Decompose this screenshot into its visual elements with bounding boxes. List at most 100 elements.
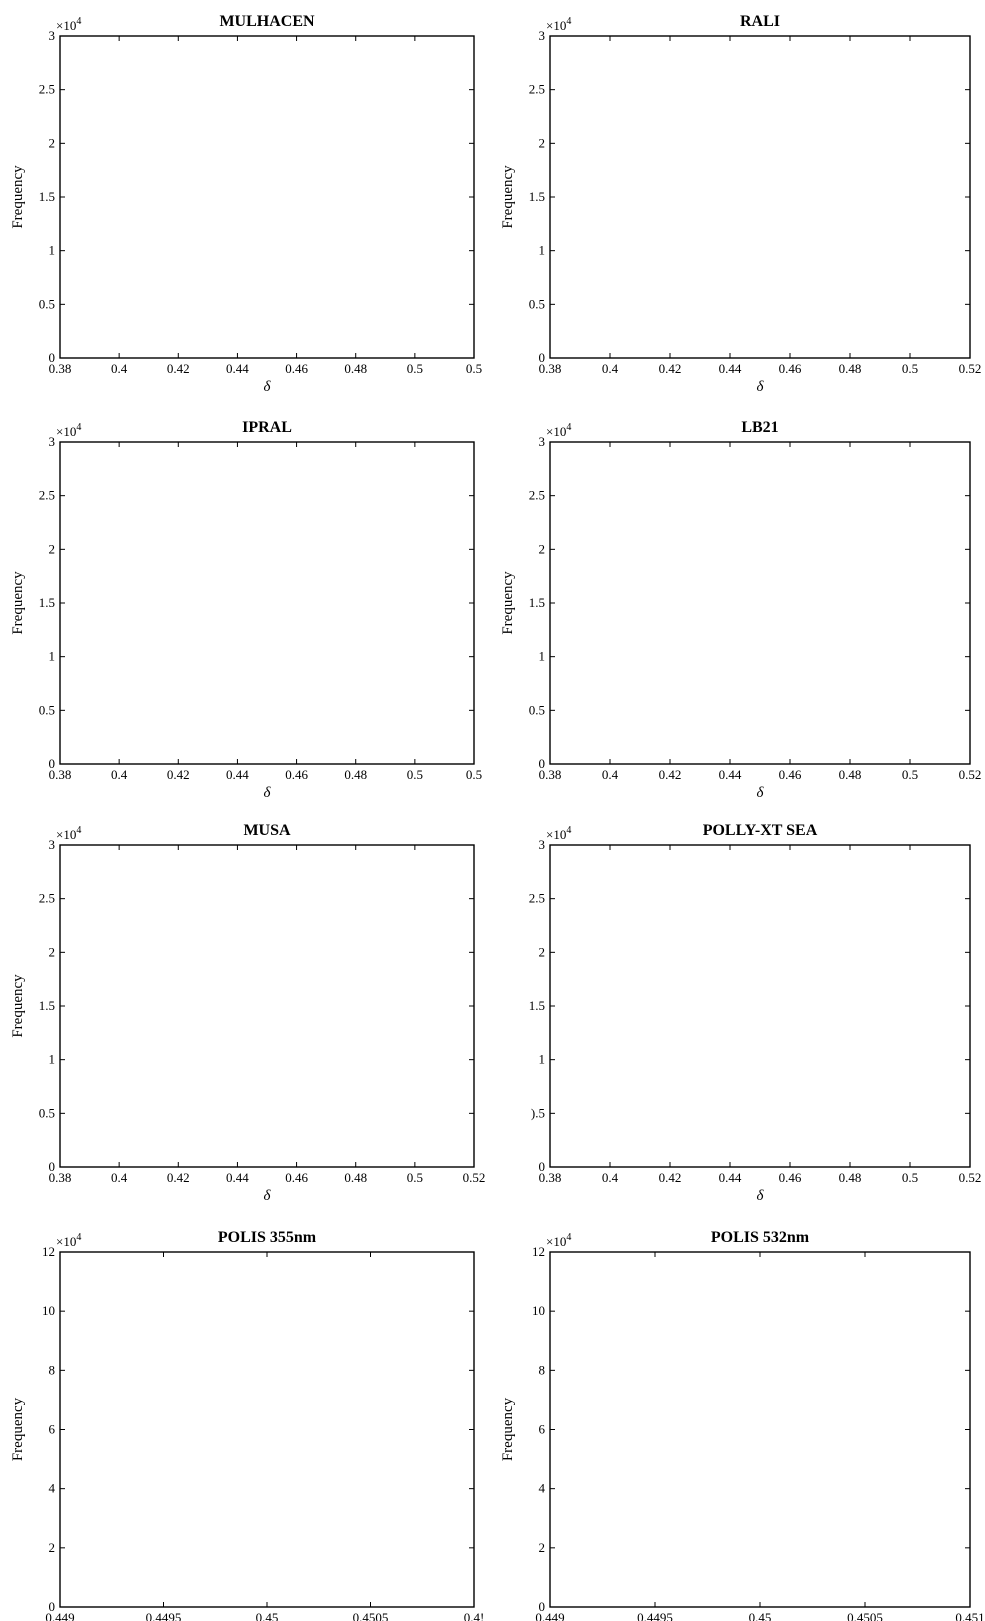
x-tick-label: 0.5 xyxy=(902,1170,918,1185)
y-tick-label: 0 xyxy=(49,1599,56,1614)
multiplier-base: ×10 xyxy=(546,827,566,842)
y-axis-multiplier: ×104 xyxy=(56,825,81,842)
panel-title: POLLY-XT SEA xyxy=(703,822,818,839)
y-axis-multiplier: ×104 xyxy=(56,1232,81,1249)
y-tick-label: 10 xyxy=(42,1303,55,1318)
x-tick-label: 0.45 xyxy=(256,1610,279,1621)
y-tick-label: 2 xyxy=(49,135,56,150)
panel-title: IPRAL xyxy=(242,419,292,436)
multiplier-exponent: 4 xyxy=(566,825,571,836)
y-tick-label: 3 xyxy=(49,837,56,852)
y-tick-label: 1 xyxy=(539,649,546,664)
y-tick-label: 3 xyxy=(539,28,546,43)
axes-frame xyxy=(549,1251,971,1608)
y-tick-label: 2.5 xyxy=(39,891,55,906)
x-tick-label: 0.44 xyxy=(719,767,742,782)
y-axis-label: Frequency xyxy=(500,571,516,635)
y-tick-label: 3 xyxy=(49,434,56,449)
multiplier-base: ×10 xyxy=(56,424,76,439)
histogram-panel: 0.449 0.4495 0.45 0.4505 0.4! 0 2 4 6 8 10 12 POLIS … xyxy=(10,1229,484,1621)
x-tick-label: 0.52 xyxy=(959,1170,982,1185)
y-tick-label: 1.5 xyxy=(529,595,545,610)
x-tick-label: 0.46 xyxy=(779,1170,802,1185)
x-tick-label: 0.5 xyxy=(407,767,423,782)
y-tick-label: 12 xyxy=(42,1244,55,1259)
y-axis-multiplier: ×104 xyxy=(546,825,571,842)
y-tick-label: 2.5 xyxy=(529,891,545,906)
histogram-panel: 0.449 0.4495 0.45 0.4505 0.451 0 2 4 6 8 10 12 POLIS… xyxy=(500,1229,985,1621)
y-tick-label: 1 xyxy=(49,1052,56,1067)
x-tick-label: 0.52 xyxy=(959,767,982,782)
y-tick-label: 8 xyxy=(539,1362,546,1377)
y-tick-label: 1 xyxy=(539,243,546,258)
x-tick-label: 0.4 xyxy=(602,361,619,376)
x-tick-label: 0.4 xyxy=(602,767,619,782)
x-tick-label: 0.42 xyxy=(659,1170,682,1185)
y-axis-label: Frequency xyxy=(10,1397,26,1461)
y-axis-label: Frequency xyxy=(500,165,516,229)
x-tick-label: 0.4 xyxy=(111,1170,128,1185)
x-tick-label: 0.451 xyxy=(955,1610,984,1621)
x-axis-label: δ xyxy=(757,379,765,395)
x-axis-label: δ xyxy=(264,785,272,801)
panel-title: POLIS 532nm xyxy=(711,1229,810,1246)
y-tick-label: 2 xyxy=(539,135,546,150)
y-axis-label: Frequency xyxy=(500,1397,516,1461)
y-tick-label: 6 xyxy=(49,1422,56,1437)
y-tick-label: 0.5 xyxy=(39,1105,55,1120)
y-tick-label: 1 xyxy=(49,243,56,258)
x-axis-label: δ xyxy=(264,379,272,395)
y-tick-label: 1 xyxy=(49,649,56,664)
axes-frame xyxy=(59,35,475,359)
multiplier-exponent: 4 xyxy=(76,422,81,433)
multiplier-exponent: 4 xyxy=(76,1232,81,1243)
x-tick-label: 0.44 xyxy=(719,1170,742,1185)
panel-title: RALI xyxy=(740,13,780,30)
y-tick-label: 2.5 xyxy=(39,82,55,97)
y-tick-label: 2 xyxy=(49,541,56,556)
x-tick-label: 0.38 xyxy=(49,767,72,782)
x-tick-label: 0.46 xyxy=(285,361,308,376)
y-tick-label: 2 xyxy=(539,541,546,556)
x-tick-label: 0.449 xyxy=(535,1610,564,1621)
y-tick-label: 4 xyxy=(539,1481,546,1496)
x-tick-label: 0.48 xyxy=(344,1170,367,1185)
x-tick-label: 0.46 xyxy=(285,1170,308,1185)
y-axis-label: Frequency xyxy=(10,571,26,635)
multiplier-base: ×10 xyxy=(546,424,566,439)
multiplier-base: ×10 xyxy=(56,1234,76,1249)
x-tick-label: 0.5 xyxy=(466,767,482,782)
y-tick-label: 6 xyxy=(539,1422,546,1437)
x-tick-label: 0.52 xyxy=(959,361,982,376)
x-tick-label: 0.45 xyxy=(749,1610,772,1621)
histogram-panel: 0.38 0.4 0.42 0.44 0.46 0.48 0.5 0.5 0 0.5 1 1.5 2 2.… xyxy=(10,13,482,395)
panel-title: POLIS 355nm xyxy=(218,1229,317,1246)
y-tick-label: 2.5 xyxy=(529,82,545,97)
y-tick-label: 2 xyxy=(49,944,56,959)
y-tick-label: 0 xyxy=(49,350,56,365)
histogram-panel: 0.38 0.4 0.42 0.44 0.46 0.48 0.5 0.52 0).5 1 1.5 2 2… xyxy=(529,822,982,1204)
y-tick-label: 0.5 xyxy=(529,702,545,717)
y-tick-label: 1.5 xyxy=(39,189,55,204)
x-tick-label: 0.42 xyxy=(167,767,190,782)
x-tick-label: 0.4 xyxy=(111,767,128,782)
x-tick-label: 0.5 xyxy=(407,1170,423,1185)
panel-title: MULHACEN xyxy=(219,13,315,30)
histogram-panel: 0.38 0.4 0.42 0.44 0.46 0.48 0.5 0.5 0 0.5 1 1.5 2 2.… xyxy=(10,419,482,801)
x-tick-label: 0.5 xyxy=(407,361,423,376)
x-tick-label: 0.44 xyxy=(226,361,249,376)
histogram-panel: 0.38 0.4 0.42 0.44 0.46 0.48 0.5 0.52 0 0.5 1 1.5 2 2… xyxy=(500,13,981,395)
multiplier-base: ×10 xyxy=(56,827,76,842)
x-tick-label: 0.38 xyxy=(539,361,562,376)
y-axis-multiplier: ×104 xyxy=(546,16,571,33)
y-tick-label: 1.5 xyxy=(529,998,545,1013)
y-tick-label: 2.5 xyxy=(529,488,545,503)
x-tick-label: 0.48 xyxy=(839,1170,862,1185)
x-tick-label: 0.48 xyxy=(839,361,862,376)
x-tick-label: 0.38 xyxy=(49,1170,72,1185)
y-tick-label: 1.5 xyxy=(39,998,55,1013)
y-tick-label: 0 xyxy=(539,756,546,771)
x-tick-label: 0.52 xyxy=(463,1170,486,1185)
histogram-panel: 0.38 0.4 0.42 0.44 0.46 0.48 0.5 0.52 0 0.5 1 1.5 2 2… xyxy=(500,419,981,801)
multiplier-exponent: 4 xyxy=(76,825,81,836)
